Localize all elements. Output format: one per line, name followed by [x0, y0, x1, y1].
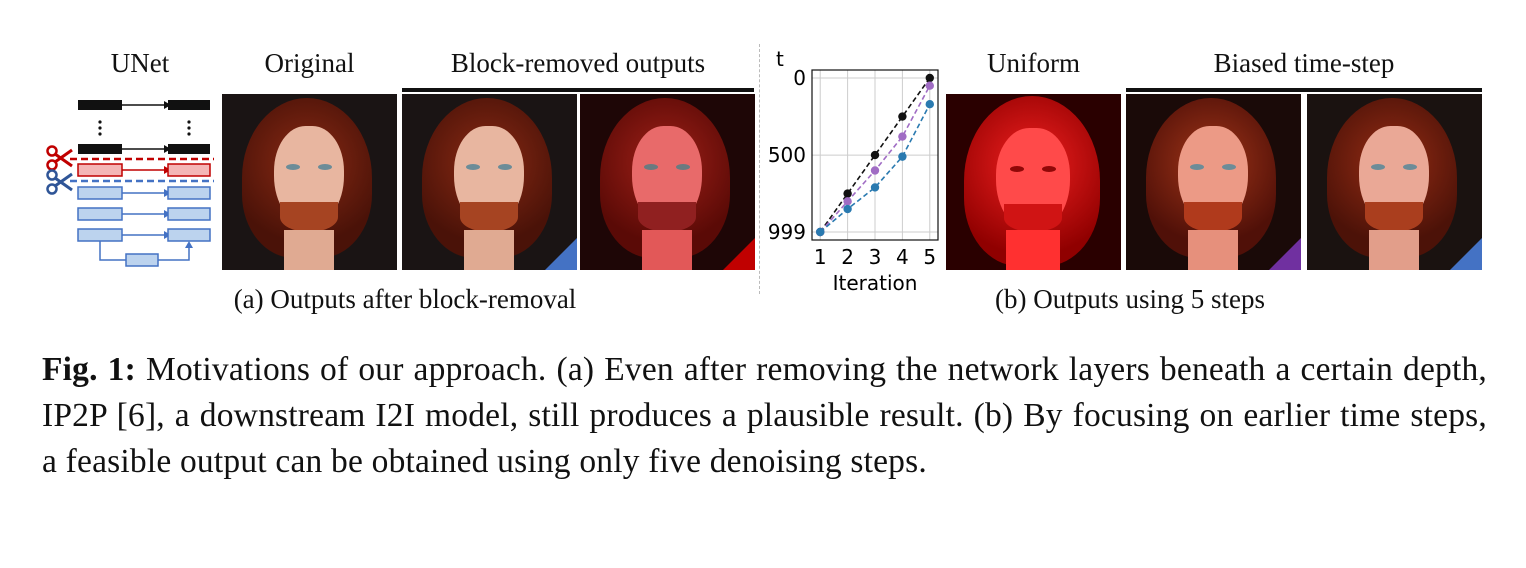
data-point-purple [843, 197, 852, 206]
data-point-blue [816, 227, 825, 237]
scissors-icon-red [46, 145, 73, 171]
data-point-blue [843, 204, 852, 214]
data-point-black [898, 112, 907, 121]
original-label: Original [264, 48, 355, 78]
caption-text: Motivations of our approach. (a) Even af… [42, 351, 1488, 480]
x-tick-label: 2 [841, 245, 854, 269]
scissors-icon-blue [46, 169, 73, 195]
photo-uniform [946, 94, 1121, 270]
data-point-purple [870, 166, 880, 175]
figure-caption: Fig. 1: Motivations of our approach. (a)… [42, 347, 1487, 485]
x-tick-label: 5 [923, 245, 936, 269]
unet-blue-blocks [77, 186, 211, 267]
plot-frame [811, 69, 939, 241]
x-axis-label: Iteration [833, 271, 918, 295]
blue-corner-marker-2 [1450, 238, 1482, 270]
biased-rule [1126, 88, 1482, 92]
y-tick-label: 500 [768, 143, 806, 167]
data-point-purple [898, 132, 907, 141]
unet-red-block [77, 163, 211, 177]
y-tick-label: 999 [768, 220, 806, 244]
data-point-blue [898, 152, 907, 161]
photo-biased-1 [1126, 94, 1301, 270]
series-layer [816, 73, 934, 237]
data-point-black [843, 189, 852, 198]
photo-original [222, 94, 397, 270]
y-tick-label: 0 [793, 66, 806, 90]
tick-labels: 1 2 3 4 5 0 500 999 [768, 66, 936, 269]
photo-block-removed-1 [402, 94, 577, 270]
biased-label: Biased time-step [1213, 48, 1395, 78]
data-point-blue [925, 100, 934, 109]
photo-block-removed-2 [580, 94, 755, 270]
data-point-black [925, 73, 934, 83]
uniform-label: Uniform [987, 48, 1080, 78]
unet-ellipsis [98, 120, 191, 136]
x-tick-label: 4 [896, 245, 909, 269]
blue-corner-marker [545, 238, 577, 270]
data-point-purple [925, 81, 934, 90]
photo-biased-2 [1307, 94, 1482, 270]
unet-diagram [46, 100, 214, 267]
unet-label: UNet [110, 48, 170, 78]
block-removed-label: Block-removed outputs [450, 48, 706, 78]
x-tick-label: 1 [814, 245, 827, 269]
unet-mid-block [78, 144, 210, 154]
y-axis-label: t [776, 47, 784, 71]
timestep-chart: 1 2 3 4 5 0 500 999 t Iteration [768, 47, 939, 295]
series-line-blue [819, 103, 931, 233]
block-removed-rule [402, 88, 754, 92]
panel-divider [759, 44, 760, 294]
purple-corner-marker [1269, 238, 1301, 270]
subcaption-b: (b) Outputs using 5 steps [995, 284, 1265, 314]
x-tick-label: 3 [869, 245, 882, 269]
unet-top-block [78, 100, 210, 110]
caption-label: Fig. 1: [42, 351, 136, 388]
subcaption-a: (a) Outputs after block-removal [233, 284, 577, 314]
data-point-blue [870, 183, 880, 192]
data-point-black [870, 150, 880, 160]
red-corner-marker [723, 238, 755, 270]
